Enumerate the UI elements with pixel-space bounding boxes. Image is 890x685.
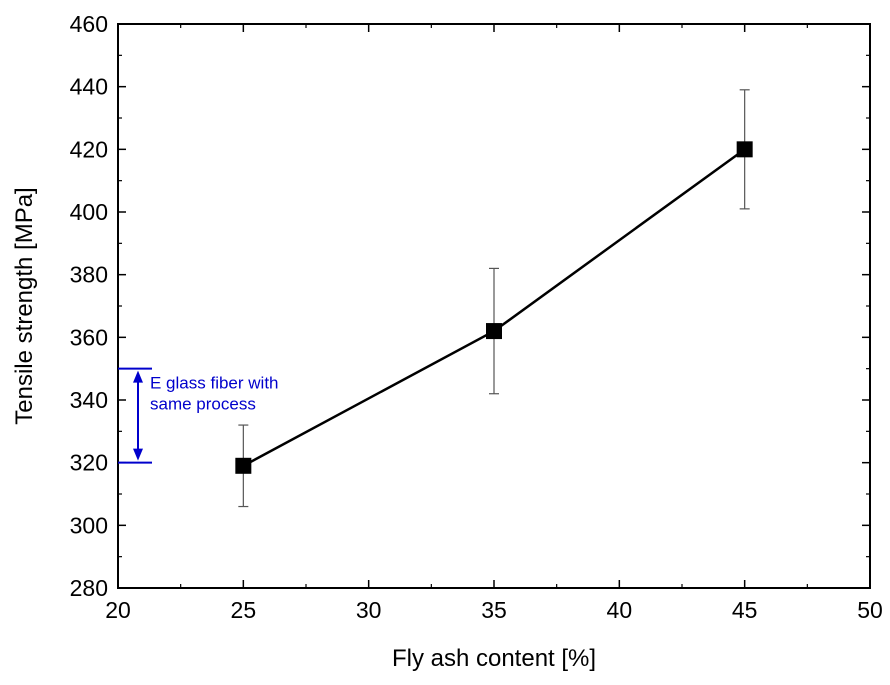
annotation-text: same process: [150, 395, 256, 414]
x-tick-label: 30: [356, 597, 382, 623]
annotation-text: E glass fiber with: [150, 374, 279, 393]
x-tick-label: 35: [481, 597, 507, 623]
y-axis-ticks: 280 300 320 340 360 380 400 420 440 460: [70, 11, 870, 601]
y-tick-label: 420: [70, 136, 108, 162]
y-tick-label: 300: [70, 512, 108, 538]
x-tick-label: 50: [857, 597, 883, 623]
series-layer: [235, 89, 753, 508]
y-tick-label: 460: [70, 11, 108, 37]
x-tick-label: 25: [231, 597, 257, 623]
y-axis-title: Tensile strength [MPa]: [11, 187, 38, 424]
y-tick-label: 320: [70, 450, 108, 476]
annotation-layer: E glass fiber with same process: [118, 367, 279, 464]
y-tick-label: 400: [70, 199, 108, 225]
y-tick-label: 280: [70, 575, 108, 601]
data-point-marker: [736, 141, 753, 158]
x-tick-label: 40: [607, 597, 633, 623]
y-tick-label: 340: [70, 387, 108, 413]
annotation-arrow-head-down: [133, 448, 143, 461]
data-point-marker: [486, 323, 502, 340]
data-point-marker: [235, 457, 252, 474]
x-tick-label: 45: [732, 597, 758, 623]
y-tick-label: 380: [70, 262, 108, 288]
y-tick-label: 360: [70, 324, 108, 350]
x-axis-ticks: 20 25 30 35 40 45 50: [105, 24, 883, 623]
y-tick-label: 440: [70, 74, 108, 100]
annotation-arrow-head-up: [133, 370, 143, 383]
x-tick-label: 20: [105, 597, 131, 623]
x-axis-title: Fly ash content [%]: [392, 645, 596, 672]
